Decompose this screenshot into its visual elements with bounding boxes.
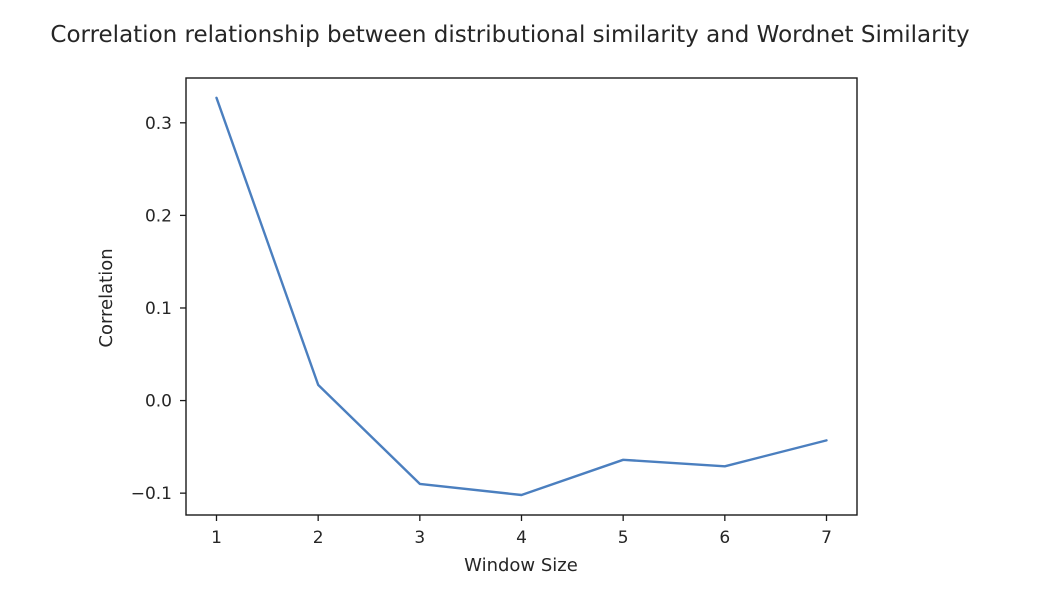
y-axis-label: Correlation <box>96 248 117 347</box>
x-axis-label: Window Size <box>464 555 578 576</box>
y-tick-label: 0.0 <box>145 392 172 412</box>
x-tick-label: 3 <box>414 528 425 548</box>
y-tick-label: 0.3 <box>145 114 172 134</box>
y-tick-label: −0.1 <box>131 484 172 504</box>
x-tick-label: 5 <box>618 528 629 548</box>
x-tick-label: 1 <box>211 528 222 548</box>
x-tick-label: 7 <box>821 528 832 548</box>
x-tick-label: 2 <box>313 528 324 548</box>
x-tick-label: 6 <box>719 528 730 548</box>
x-tick-label: 4 <box>516 528 527 548</box>
y-tick-label: 0.2 <box>145 206 172 226</box>
y-tick-label: 0.1 <box>145 299 172 319</box>
chart-title: Correlation relationship between distrib… <box>50 22 969 48</box>
series-line <box>215 96 828 497</box>
